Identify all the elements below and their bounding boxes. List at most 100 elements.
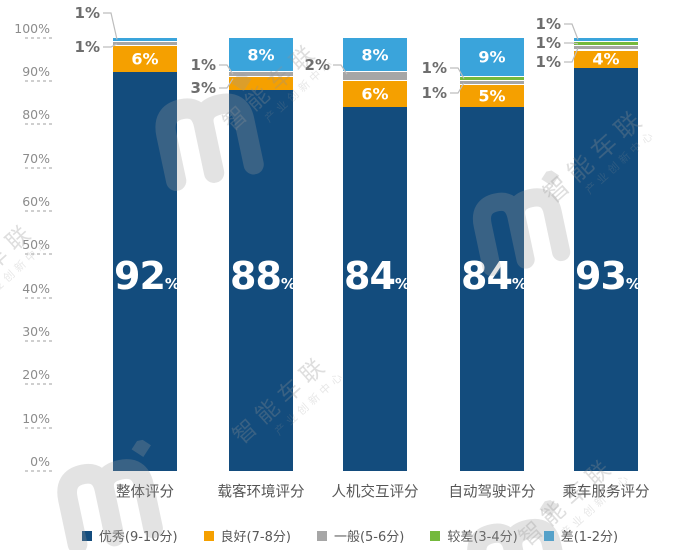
segment-value-label: 8% bbox=[361, 45, 389, 65]
watermark-main-text: 智能车联 bbox=[0, 216, 41, 317]
y-tick-line bbox=[25, 296, 53, 299]
big-value-percent: % bbox=[625, 275, 641, 293]
legend-swatch bbox=[81, 530, 92, 541]
bar-segment-poor bbox=[460, 76, 524, 81]
bar-segment-good bbox=[113, 46, 177, 73]
bar-segment-excellent bbox=[460, 106, 524, 471]
y-tick-line bbox=[25, 470, 53, 472]
big-value-label: 84% bbox=[461, 257, 527, 295]
y-tick-label: 80% bbox=[22, 107, 50, 123]
category-label: 乘车服务评分 bbox=[562, 484, 650, 501]
y-tick-label: 100% bbox=[14, 20, 50, 36]
callout-label: 1% bbox=[535, 34, 561, 52]
y-tick-line bbox=[25, 123, 53, 126]
leader-line bbox=[103, 12, 118, 40]
legend-label: 一般(5-6分) bbox=[333, 530, 405, 545]
y-tick-line bbox=[25, 339, 53, 342]
bar-segment-neutral bbox=[460, 80, 524, 86]
legend-item: 较差(3-4分) bbox=[430, 526, 518, 545]
big-value-number: 84 bbox=[344, 254, 396, 298]
callout-label: 1% bbox=[190, 56, 216, 74]
segment-value-label: 9% bbox=[478, 47, 506, 67]
legend-swatch bbox=[430, 530, 441, 541]
bar-segment-bad bbox=[574, 37, 638, 42]
legend-label: 良好(7-8分) bbox=[220, 530, 291, 545]
big-value-number: 93 bbox=[575, 254, 627, 298]
bar-segment-excellent bbox=[343, 106, 407, 471]
y-tick-label: 10% bbox=[22, 410, 50, 426]
y-tick-line bbox=[25, 36, 53, 39]
callout-label: 1% bbox=[74, 38, 100, 56]
big-value-number: 92 bbox=[114, 254, 166, 298]
callout-label: 3% bbox=[190, 79, 216, 97]
bar-segment-good bbox=[343, 80, 407, 107]
y-tick-label: 0% bbox=[30, 454, 50, 469]
y-tick-line bbox=[25, 426, 53, 429]
y-tick-label: 40% bbox=[22, 280, 50, 296]
category-label: 自动驾驶评分 bbox=[448, 484, 536, 501]
y-tick-label: 60% bbox=[22, 193, 50, 209]
big-value-percent: % bbox=[511, 275, 527, 293]
legend-item: 优秀(9-10分) bbox=[81, 526, 178, 545]
bar-segment-neutral bbox=[229, 72, 293, 77]
big-value-percent: % bbox=[164, 275, 180, 293]
legend-label: 差(1-2分) bbox=[560, 530, 619, 545]
bar-segment-bad bbox=[113, 37, 177, 42]
callout-label: 1% bbox=[421, 84, 447, 102]
segment-value-label: 6% bbox=[131, 49, 159, 69]
legend-swatch bbox=[316, 530, 327, 541]
callout-label: 1% bbox=[74, 4, 100, 22]
y-tick-line bbox=[25, 79, 53, 82]
legend: 优秀(9-10分) 良好(7-8分) 一般(5-6分) 较差(3-4分) 差(1-2分) bbox=[0, 526, 700, 545]
segment-value-label: 5% bbox=[478, 86, 506, 106]
legend-item: 一般(5-6分) bbox=[316, 526, 405, 545]
bar-segment-neutral bbox=[113, 41, 177, 47]
big-value-label: 92% bbox=[114, 257, 180, 295]
segment-value-label: 8% bbox=[247, 45, 275, 65]
y-tick-line bbox=[25, 383, 53, 386]
y-tick-line bbox=[25, 209, 53, 212]
big-value-number: 88 bbox=[230, 254, 282, 298]
y-tick-label: 90% bbox=[22, 63, 50, 79]
bar-segment-excellent bbox=[113, 72, 177, 471]
callout-label: 1% bbox=[421, 59, 447, 77]
bar-segment-excellent bbox=[229, 89, 293, 471]
bar-segment-excellent bbox=[574, 67, 638, 471]
legend-label: 优秀(9-10分) bbox=[98, 530, 178, 545]
y-tick-line bbox=[25, 166, 53, 169]
bar-segment-bad bbox=[229, 37, 293, 73]
bar-segment-neutral bbox=[574, 46, 638, 51]
y-tick-label: 70% bbox=[22, 150, 50, 166]
big-value-percent: % bbox=[394, 275, 410, 293]
bar-segment-bad bbox=[343, 37, 407, 73]
callout-label: 2% bbox=[304, 56, 330, 74]
bar-segment-bad bbox=[460, 37, 524, 77]
y-tick-label: 30% bbox=[22, 323, 50, 339]
category-label: 载客环境评分 bbox=[217, 484, 305, 501]
segment-value-label: 6% bbox=[361, 84, 389, 104]
y-tick-line bbox=[25, 253, 53, 256]
segment-value-label: 4% bbox=[592, 49, 620, 69]
legend-swatch bbox=[203, 530, 214, 541]
category-label: 整体评分 bbox=[116, 484, 174, 501]
legend-swatch bbox=[543, 530, 554, 541]
y-tick-label: 50% bbox=[22, 237, 50, 253]
big-value-number: 84 bbox=[461, 254, 513, 298]
bar-segment-good bbox=[574, 50, 638, 68]
legend-item: 良好(7-8分) bbox=[203, 526, 291, 545]
big-value-percent: % bbox=[280, 275, 296, 293]
callout-label: 1% bbox=[535, 53, 561, 71]
watermark-text: 智能车联 产业创新中心 bbox=[0, 214, 54, 327]
bar-segment-neutral bbox=[343, 72, 407, 81]
bar-segment-poor bbox=[574, 41, 638, 47]
bar-segment-good bbox=[460, 85, 524, 107]
callout-label: 1% bbox=[535, 15, 561, 33]
big-value-label: 93% bbox=[575, 257, 641, 295]
bar-segment-good bbox=[229, 76, 293, 90]
y-tick-label: 20% bbox=[22, 367, 50, 383]
big-value-label: 88% bbox=[230, 257, 296, 295]
category-label: 人机交互评分 bbox=[331, 484, 419, 501]
legend-label: 较差(3-4分) bbox=[447, 530, 518, 545]
big-value-label: 84% bbox=[344, 257, 410, 295]
